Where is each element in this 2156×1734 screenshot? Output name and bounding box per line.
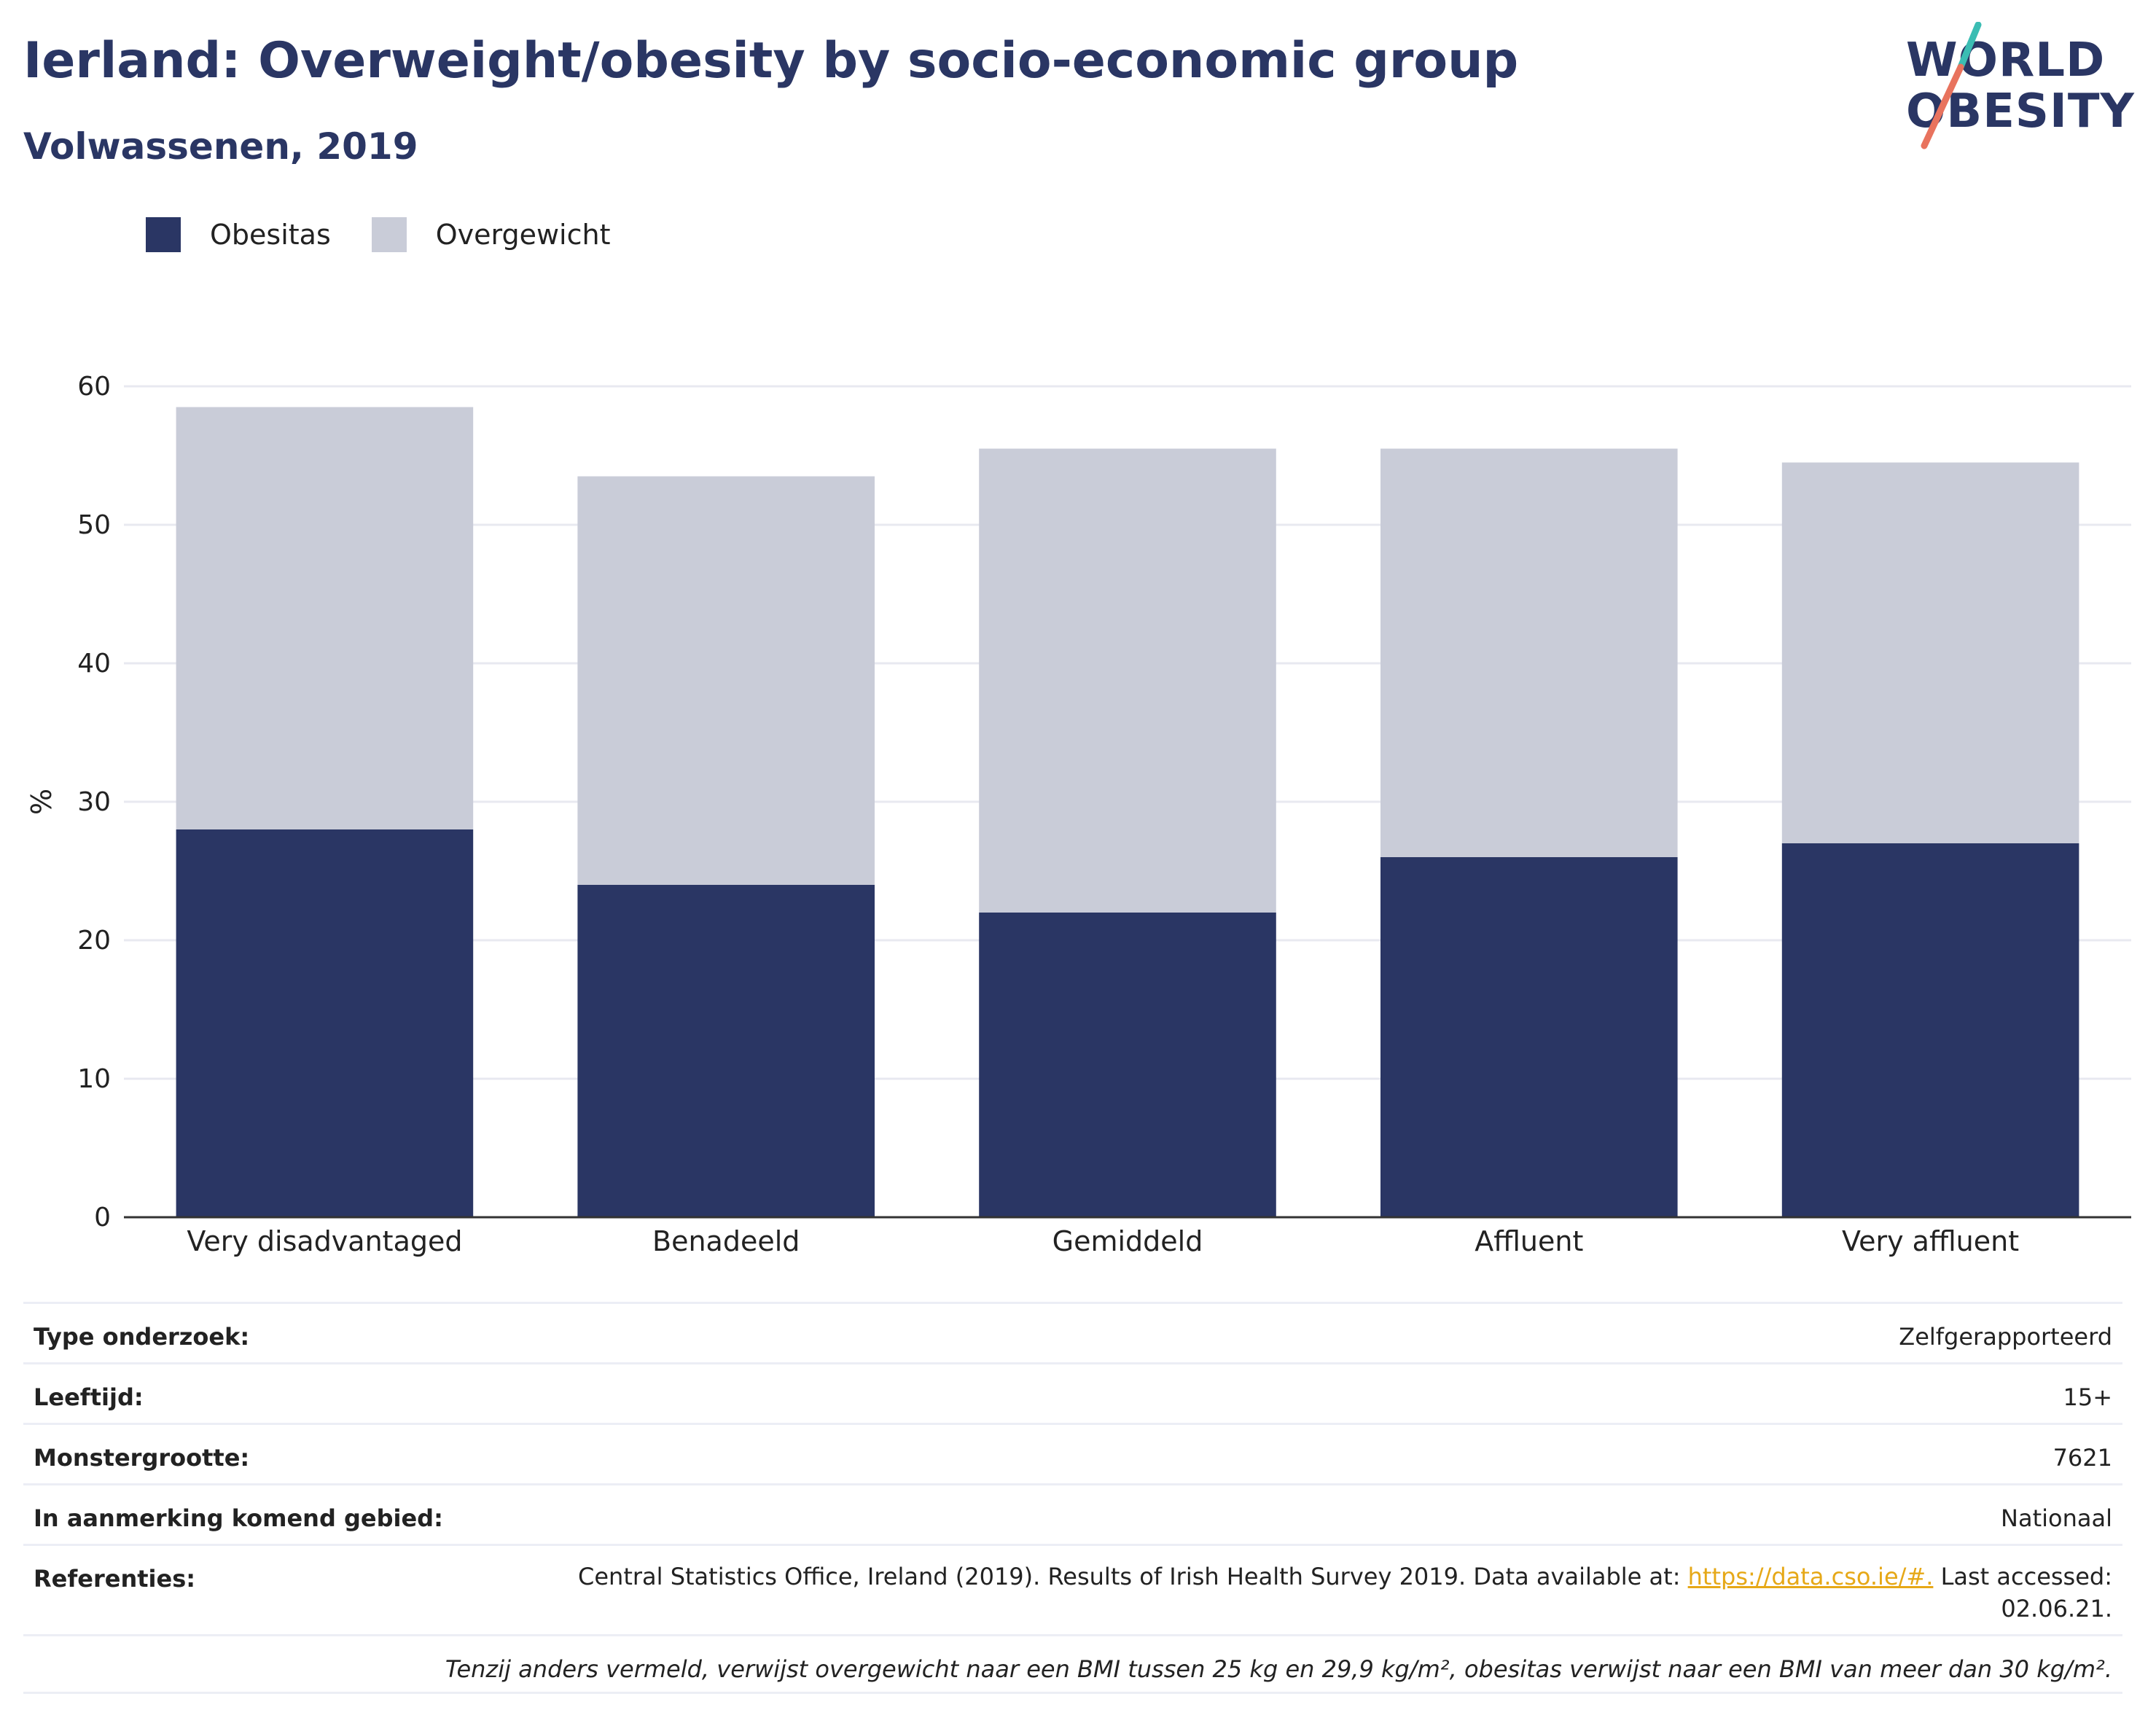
chart-title: Ierland: Overweight/obesity by socio-eco…	[23, 32, 1519, 90]
info-value: 15+	[2063, 1383, 2112, 1411]
bar-overgewicht	[979, 448, 1276, 913]
x-tick-label: Gemiddeld	[1052, 1225, 1203, 1257]
legend-label-obesitas: Obesitas	[210, 219, 331, 251]
y-tick-label: 30	[77, 787, 111, 817]
info-row-type: Type onderzoek: Zelfgerapporteerd	[23, 1302, 2122, 1362]
info-label: Type onderzoek:	[34, 1323, 250, 1351]
bar-obesitas	[176, 829, 474, 1217]
y-tick-label: 40	[77, 649, 111, 679]
legend-swatch-overgewicht	[371, 217, 407, 252]
references-value: Central Statistics Office, Ireland (2019…	[545, 1561, 2112, 1625]
bar-overgewicht	[1380, 448, 1678, 857]
y-tick-label: 20	[77, 926, 111, 956]
references-label: Referenties:	[34, 1565, 196, 1593]
bar-overgewicht	[176, 407, 474, 829]
references-after: Last accessed: 02.06.21.	[1933, 1563, 2112, 1622]
info-value: 7621	[2053, 1444, 2112, 1472]
survey-info-table: Type onderzoek: Zelfgerapporteerd Leefti…	[23, 1302, 2122, 1694]
info-value: Nationaal	[2001, 1504, 2112, 1532]
bar-obesitas	[577, 885, 875, 1217]
chart-legend: Obesitas Overgewicht	[146, 216, 652, 254]
x-tick-label: Very disadvantaged	[187, 1225, 462, 1257]
legend-item-obesitas: Obesitas	[146, 217, 331, 252]
footnote-row: Tenzij anders vermeld, verwijst overgewi…	[23, 1634, 2122, 1694]
x-tick-label: Affluent	[1475, 1225, 1583, 1257]
info-row-references: Referenties: Central Statistics Office, …	[23, 1544, 2122, 1634]
info-label: Leeftijd:	[34, 1383, 144, 1411]
info-row-sample-size: Monstergrootte: 7621	[23, 1423, 2122, 1483]
logo-word-2: OBESITY	[1906, 85, 2135, 138]
x-tick-label: Benadeeld	[652, 1225, 800, 1257]
bar-overgewicht	[1781, 462, 2079, 843]
info-label: In aanmerking komend gebied:	[34, 1504, 443, 1532]
stacked-bar-chart: 0 10 20 30 40 50 60% Very disadvantaged Benadeel…	[26, 372, 2131, 1257]
y-tick-label: 0	[94, 1203, 111, 1233]
chart-subtitle: Volwassenen, 2019	[23, 125, 418, 168]
info-row-area: In aanmerking komend gebied: Nationaal	[23, 1483, 2122, 1544]
references-link[interactable]: https://data.cso.ie/#.	[1687, 1563, 1934, 1590]
bar-obesitas	[1380, 857, 1678, 1217]
bar-overgewicht	[577, 476, 875, 885]
y-tick-label: 10	[77, 1064, 111, 1094]
legend-swatch-obesitas	[146, 217, 181, 252]
y-tick-label: 50	[77, 510, 111, 540]
references-text: Central Statistics Office, Ireland (2019…	[578, 1563, 1688, 1590]
bar-obesitas	[979, 913, 1276, 1217]
footnote: Tenzij anders vermeld, verwijst overgewi…	[445, 1655, 2112, 1683]
info-value: Zelfgerapporteerd	[1899, 1323, 2112, 1351]
y-tick-label: 60	[77, 372, 111, 402]
bar-obesitas	[1781, 843, 2079, 1217]
info-row-age: Leeftijd: 15+	[23, 1362, 2122, 1423]
legend-label-overgewicht: Overgewicht	[435, 219, 611, 251]
legend-item-overgewicht: Overgewicht	[371, 217, 611, 252]
y-axis-label: %	[26, 789, 58, 815]
logo-slash-icon	[1921, 22, 1982, 149]
x-tick-label: Very affluent	[1842, 1225, 2019, 1257]
world-obesity-logo: WORLD OBESITY	[1902, 22, 2143, 153]
logo-word-1: WORLD	[1906, 34, 2106, 87]
info-label: Monstergrootte:	[34, 1444, 250, 1472]
